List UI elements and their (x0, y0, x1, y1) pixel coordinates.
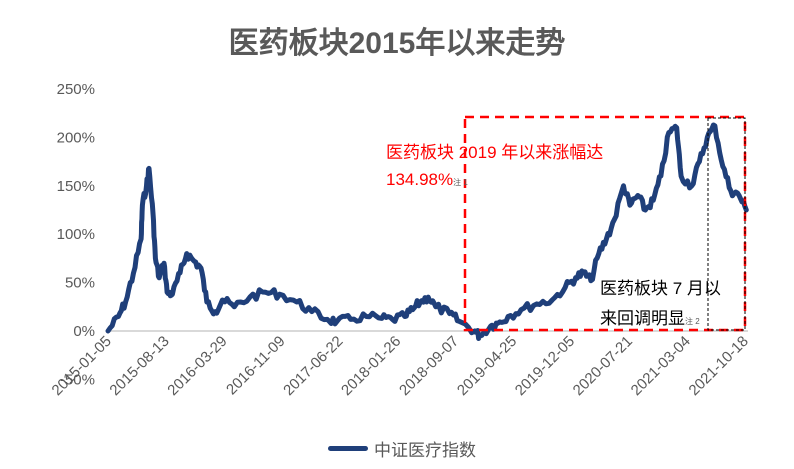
x-tick-label: 2019-12-05 (512, 333, 578, 399)
x-tick-label: 2019-04-25 (454, 333, 520, 399)
x-tick-label: 2021-03-04 (628, 333, 694, 399)
y-tick-label: 200% (57, 129, 95, 146)
y-tick-label: 250% (57, 81, 95, 98)
note-2: 注 2 (685, 317, 700, 326)
legend-label: 中证医疗指数 (374, 441, 476, 460)
annotation-july-pullback-2: 来回调明显注 2 (600, 304, 700, 329)
y-tick-label: 50% (65, 275, 95, 292)
y-tick-label: 100% (57, 226, 95, 243)
highlight-box-2019 (463, 115, 747, 332)
annotation-2019-line1: 医药板块 2019 年以来涨幅达 (386, 143, 604, 162)
annotation-july-line1: 医药板块 7 月以 (600, 279, 721, 298)
annotation-july-pullback: 医药板块 7 月以 (600, 274, 721, 299)
series-line (105, 122, 749, 341)
y-axis-ticks: -50% 0% 50% 100% 150% 200% 250% (57, 81, 95, 388)
x-tick-label: 2018-09-07 (396, 333, 462, 399)
legend-line-swatch (328, 446, 368, 451)
y-tick-label: 0% (73, 323, 95, 340)
annotation-2019-value: 134.98%注 1 (386, 170, 468, 190)
chart-title: 医药板块2015年以来走势 (228, 27, 566, 60)
x-axis-ticks: 2015-01-052015-08-132016-03-292016-11-09… (49, 333, 752, 399)
y-tick-label: -50% (60, 371, 95, 388)
chart-legend: 中证医疗指数 (328, 436, 476, 461)
annotation-2019-line2: 134.98% (386, 170, 454, 189)
x-tick-label: 2015-08-13 (106, 333, 172, 399)
x-tick-label: 2016-03-29 (164, 333, 230, 399)
x-tick-label: 2015-01-05 (49, 333, 115, 399)
x-tick-label: 2020-07-21 (570, 333, 636, 399)
annotation-2019-gain: 医药板块 2019 年以来涨幅达 (386, 138, 603, 163)
note-1: 注 1 (453, 178, 468, 187)
x-tick-label: 2018-01-26 (338, 333, 404, 399)
annotation-july-line2: 来回调明显 (600, 309, 685, 328)
y-tick-label: 150% (57, 178, 95, 195)
x-tick-label: 2021-10-18 (686, 333, 752, 399)
x-tick-label: 2016-11-09 (223, 333, 288, 398)
highlight-box-july (707, 117, 746, 331)
x-tick-label: 2017-06-22 (280, 333, 346, 399)
